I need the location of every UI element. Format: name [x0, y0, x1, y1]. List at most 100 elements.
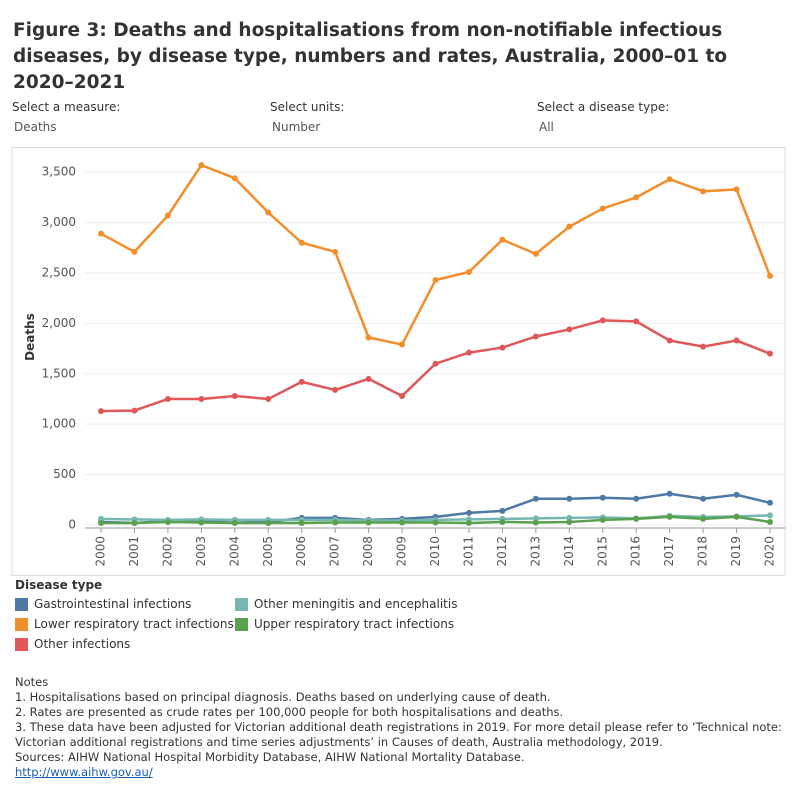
point — [198, 519, 205, 526]
point — [599, 494, 606, 501]
x-tick-label: 2008 — [361, 536, 375, 567]
point — [666, 513, 673, 520]
chart: Deaths 0 500 1,000 1,500 2,000 2,500 3,000 3,50… — [11, 147, 786, 576]
point — [265, 395, 272, 402]
control-label: Select units: — [270, 100, 345, 114]
point — [298, 239, 305, 246]
legend-item: Lower respiratory tract infections — [15, 617, 234, 631]
point — [298, 378, 305, 385]
control: Select a disease type: All — [537, 100, 669, 134]
point — [633, 515, 640, 522]
x-tick-label: 2018 — [696, 536, 710, 567]
y-tick-label: 500 — [53, 467, 76, 481]
point — [767, 350, 773, 357]
point — [98, 230, 104, 237]
point — [131, 248, 138, 255]
legend-swatch — [235, 617, 248, 631]
control: Select a measure: Deaths — [12, 100, 120, 134]
x-tick-label: 2010 — [428, 536, 442, 567]
control: Select units: Number — [270, 100, 344, 134]
point — [566, 326, 573, 333]
x-tick-label: 2012 — [495, 536, 509, 567]
point — [164, 518, 171, 525]
point — [700, 343, 707, 350]
point — [633, 318, 640, 325]
point — [131, 407, 138, 414]
y-axis-title: Deaths — [23, 313, 37, 361]
x-tick-label: 2000 — [94, 536, 108, 567]
point — [733, 337, 740, 344]
x-tick-label: 2019 — [729, 536, 743, 567]
point — [399, 341, 406, 348]
legend-label: Gastrointestinal infections — [34, 597, 192, 611]
point — [733, 513, 740, 520]
chart-title: Figure 3: Deaths and hospitalisations fr… — [13, 20, 728, 93]
point — [633, 194, 640, 201]
point — [767, 512, 773, 519]
legend-item: Other meningitis and encephalitis — [235, 597, 457, 611]
point — [767, 499, 773, 506]
x-tick-label: 2017 — [662, 536, 676, 567]
x-tick-label: 2011 — [461, 536, 475, 567]
point — [332, 248, 339, 255]
point — [532, 333, 539, 340]
y-tick-label: 3,000 — [42, 215, 76, 229]
point — [231, 392, 238, 399]
legend-swatch — [15, 637, 28, 651]
point — [566, 518, 573, 525]
x-tick-label: 2015 — [595, 536, 609, 567]
notes: Notes 1. Hospitalisations based on princ… — [15, 675, 785, 780]
note: 3. These data have been adjusted for Vic… — [15, 720, 782, 749]
note: 2. Rates are presented as crude rates pe… — [15, 705, 564, 719]
point — [432, 519, 439, 526]
point — [499, 236, 506, 243]
point — [733, 491, 740, 498]
point — [499, 507, 506, 514]
control-value: Number — [272, 120, 321, 134]
legend-label: Other infections — [34, 637, 131, 651]
notes-heading: Notes — [15, 675, 49, 689]
point — [98, 519, 104, 526]
point — [700, 495, 707, 502]
point — [198, 162, 205, 169]
point — [432, 277, 439, 284]
control-value: Deaths — [14, 120, 57, 134]
legend-swatch — [15, 597, 28, 611]
point — [164, 212, 171, 219]
point — [532, 495, 539, 502]
legend-item: Upper respiratory tract infections — [235, 617, 454, 631]
point — [332, 386, 339, 393]
point — [399, 392, 406, 399]
point — [700, 188, 707, 195]
point — [599, 205, 606, 212]
link[interactable]: http://www.aihw.gov.au/ — [15, 765, 153, 779]
y-tick-label: 1,000 — [42, 417, 76, 431]
legend-item: Gastrointestinal infections — [15, 597, 191, 611]
point — [265, 209, 272, 216]
legend-label: Upper respiratory tract infections — [254, 617, 455, 631]
point — [365, 334, 372, 341]
note: 1. Hospitalisations based on principal d… — [15, 690, 551, 704]
y-tick-label: 0 — [68, 517, 76, 531]
legend-swatch — [235, 597, 248, 611]
legend-swatch — [15, 617, 28, 631]
point — [566, 495, 573, 502]
legend-title: Disease type — [15, 578, 103, 592]
point — [198, 395, 205, 402]
x-tick-label: 2002 — [160, 536, 174, 567]
x-tick-label: 2009 — [395, 536, 409, 567]
point — [265, 519, 272, 526]
y-tick-label: 2,500 — [42, 265, 76, 279]
y-tick-label: 2,000 — [42, 316, 76, 330]
x-tick-label: 2005 — [261, 536, 275, 567]
point — [633, 495, 640, 502]
point — [298, 519, 305, 526]
point — [231, 519, 238, 526]
chart-frame — [11, 147, 786, 576]
point — [399, 519, 406, 526]
x-tick-label: 2003 — [194, 536, 208, 567]
point — [733, 186, 740, 193]
x-tick-label: 2006 — [294, 536, 308, 567]
point — [532, 519, 539, 526]
